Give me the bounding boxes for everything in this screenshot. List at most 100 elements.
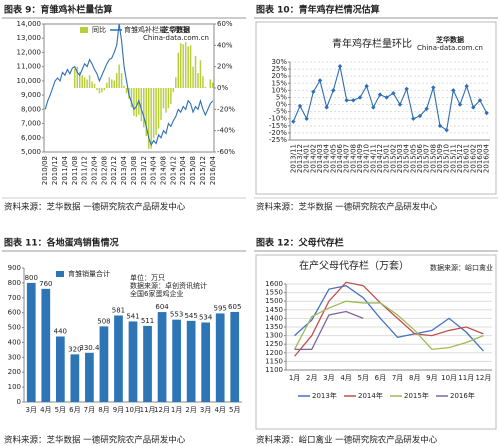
logo: 芝华数据 xyxy=(162,25,190,34)
bar xyxy=(78,72,81,88)
line xyxy=(294,310,364,351)
value-label: 605 xyxy=(228,303,241,311)
value-label: 604 xyxy=(155,303,169,311)
x-tick-label: 9月 xyxy=(426,374,437,382)
x-tick-label: 2010/12 xyxy=(51,156,59,185)
bar xyxy=(182,44,184,88)
annotation: 数据来源：卓创资讯统计 xyxy=(130,281,207,290)
marker xyxy=(337,64,343,69)
legend-label: 2013年 xyxy=(312,391,337,400)
x-tick-label: 5月 xyxy=(229,406,240,414)
bar xyxy=(88,75,91,88)
bar xyxy=(103,88,106,91)
bar xyxy=(212,82,214,88)
bar xyxy=(106,82,108,88)
x-tick-label: 2015/08 xyxy=(429,144,437,173)
x-tick-label: 2016/04 xyxy=(209,155,217,185)
y-tick-label: 1500 xyxy=(265,297,283,305)
marker xyxy=(417,113,423,119)
x-tick-label: 2015/12 xyxy=(456,144,464,173)
bar xyxy=(192,66,194,88)
bar xyxy=(81,75,83,88)
y-tick-label: 13,000 xyxy=(17,34,42,42)
bar xyxy=(157,312,167,402)
value-label: 800 xyxy=(25,274,38,282)
bar xyxy=(133,88,135,116)
y-tick-label: 8,000 xyxy=(21,105,41,113)
annotation: 单位：万只 xyxy=(130,273,165,282)
marker xyxy=(451,88,456,93)
y-tick-label: 30% xyxy=(271,58,287,66)
bar xyxy=(96,88,98,91)
y-tick-label: 400 xyxy=(8,338,21,346)
chart-title: 在产父母代存栏（万套） xyxy=(299,259,409,272)
x-tick-label: 3月 xyxy=(323,374,334,382)
legend-label: 育雏销量合计 xyxy=(68,269,110,278)
x-tick-label: 2015/02 xyxy=(389,144,397,173)
x-tick-label: 7月 xyxy=(392,374,403,382)
bar xyxy=(114,315,123,402)
bar xyxy=(157,88,160,129)
marker xyxy=(424,106,429,111)
x-tick-label: 2013/08 xyxy=(130,156,138,185)
plot-frame xyxy=(43,23,215,153)
y-tick-label: 1350 xyxy=(265,323,283,331)
y-tick-label: 1300 xyxy=(265,332,283,340)
bar xyxy=(230,311,240,402)
y-tick-label: 900 xyxy=(8,264,21,272)
bar xyxy=(202,76,204,88)
line xyxy=(294,281,484,357)
line xyxy=(294,285,484,352)
bar xyxy=(162,88,165,109)
x-tick-label: 2014/07 xyxy=(343,144,351,173)
y-tick-label: -40% xyxy=(217,127,235,135)
x-tick-label: 2011/04 xyxy=(61,155,69,185)
x-tick-label: 10月 xyxy=(441,374,457,382)
bar xyxy=(187,46,189,88)
legend-label: 2014年 xyxy=(358,391,383,400)
x-tick-label: 2014/12 xyxy=(169,156,177,185)
bar xyxy=(170,88,172,104)
line xyxy=(294,300,484,351)
x-tick-label: 6月 xyxy=(69,406,80,414)
x-tick-label: 4月 xyxy=(340,374,351,382)
y-tick-label: 1200 xyxy=(265,349,283,357)
y-tick-label: -15% xyxy=(269,122,287,130)
y-tick-label: 60% xyxy=(217,20,233,28)
x-tick-label: 2014/03 xyxy=(316,144,324,173)
value-label: 440 xyxy=(54,327,67,335)
marker xyxy=(457,102,463,107)
y-tick-label: 1550 xyxy=(265,289,283,297)
x-tick-label: 2013/04 xyxy=(120,155,128,185)
y-tick-label: 300 xyxy=(8,353,21,361)
x-tick-label: 10月 xyxy=(125,406,141,414)
caption: 图表 11：各地蛋鸡销售情况 xyxy=(4,237,119,249)
line xyxy=(292,66,488,131)
marker xyxy=(377,92,383,97)
x-tick-label: 6月 xyxy=(375,374,386,382)
bar xyxy=(130,88,133,108)
bar xyxy=(194,56,197,88)
x-tick-label: 2015/08 xyxy=(189,156,197,185)
x-tick-label: 2015/01 xyxy=(383,144,391,173)
x-tick-label: 2013/12 xyxy=(296,144,304,173)
y-tick-label: 40% xyxy=(217,41,233,49)
bar xyxy=(184,42,187,88)
legend-label: 同比 xyxy=(92,25,106,34)
x-tick-label: 2016/03 xyxy=(476,144,484,173)
marker xyxy=(431,85,436,90)
marker xyxy=(331,88,336,93)
marker xyxy=(351,98,356,103)
bar xyxy=(135,88,138,117)
x-tick-label: 2015/12 xyxy=(199,156,207,185)
y-tick-label: -5% xyxy=(273,108,287,116)
y-tick-label: 11,000 xyxy=(17,63,42,71)
value-label: 595 xyxy=(214,304,227,312)
x-tick-label: 2014/02 xyxy=(309,144,317,173)
bar xyxy=(143,88,145,128)
bar xyxy=(125,88,128,94)
x-tick-label: 2014/04 xyxy=(323,143,331,173)
chart-title: 青年鸡存栏量环比 xyxy=(332,37,412,50)
x-tick-label: 2014/08 xyxy=(349,144,357,173)
x-tick-label: 2014/05 xyxy=(329,144,337,173)
